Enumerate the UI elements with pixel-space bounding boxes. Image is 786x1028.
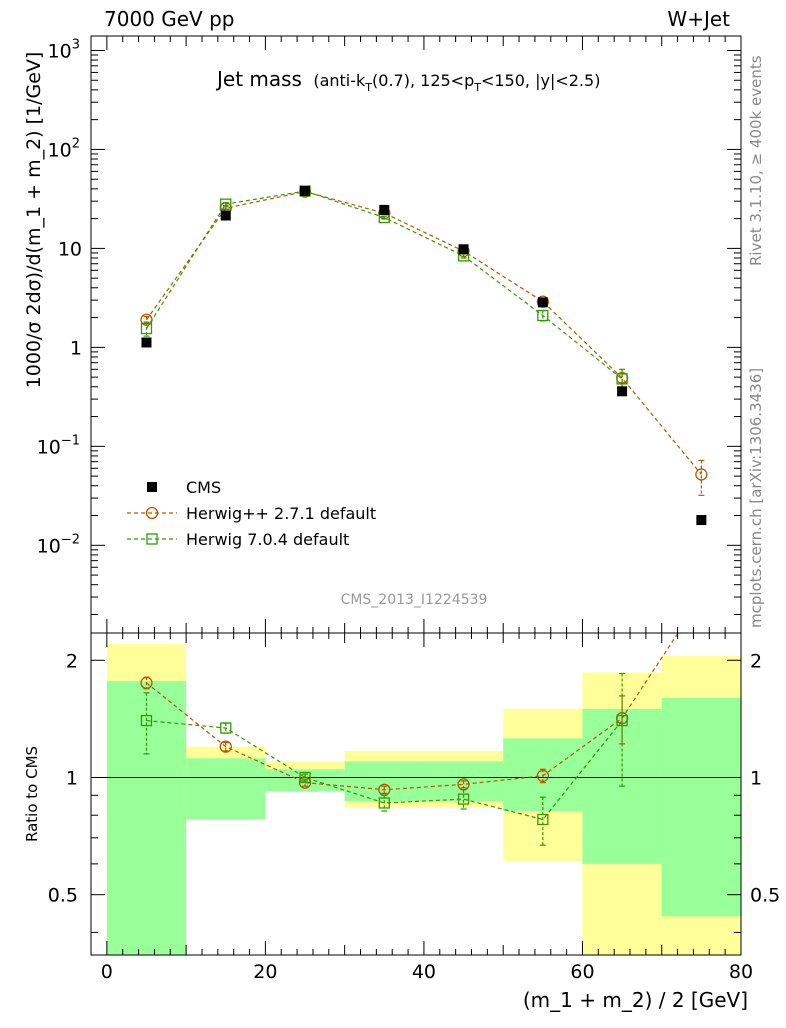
ratio-axes: 0.5 0.51 12 20 20 40 60 80 xyxy=(48,633,780,983)
main-point-2 xyxy=(537,309,549,322)
cms-data-point xyxy=(141,337,152,348)
ratio-point-2 xyxy=(378,797,390,809)
legend-label: Herwig 7.0.4 default xyxy=(186,530,349,549)
main-title: Jet mass (anti-kT(0.7), 125<pT<150, |y|<… xyxy=(215,67,600,94)
ratio-band-green xyxy=(186,758,266,820)
main-point-2 xyxy=(140,322,153,335)
ratio-series-line-1 xyxy=(146,633,679,791)
tick-base: 10 xyxy=(58,238,82,260)
title-cuts-a-sub: T xyxy=(364,81,372,94)
main-y-tick-label: 10−1 xyxy=(37,433,80,458)
legend-label: CMS xyxy=(186,478,221,497)
title-cuts-b: (0.7), 125<p xyxy=(372,71,474,90)
legend-marker xyxy=(145,506,159,520)
ratio-panel: 0.5 0.51 12 20 20 40 60 80 Ratio to CMS (m_1 + … xyxy=(23,592,780,1012)
cms-data-point xyxy=(458,244,469,255)
tick-exponent: −2 xyxy=(61,532,80,547)
main-point-1 xyxy=(140,313,153,326)
ratio-point-1 xyxy=(696,592,707,603)
analysis-id: CMS_2013_I1224539 xyxy=(341,592,488,608)
ratio-point-2 xyxy=(616,714,628,727)
ratio-point-2 xyxy=(457,793,470,805)
legend-marker xyxy=(147,482,157,492)
x-tick-label: 40 xyxy=(412,961,436,983)
x-tick-label: 20 xyxy=(253,961,277,983)
tick-exponent: −1 xyxy=(61,433,80,448)
x-tick-label: 0 xyxy=(101,961,113,983)
ratio-y-tick-label: 2 xyxy=(66,650,78,672)
cms-data-point xyxy=(537,297,548,308)
main-y-tick-label: 10−2 xyxy=(37,532,80,557)
main-y-axis-label: 1000/σ 2dσ)/d(m_1 + m_2) [1/GeV] xyxy=(23,52,45,389)
main-series-line-1 xyxy=(145,190,702,475)
tick-base: 10 xyxy=(48,139,72,161)
x-axis-label: (m_1 + m_2) / 2 [GeV] xyxy=(523,988,748,1012)
ratio-marks xyxy=(91,592,741,955)
mcplots-label: mcplots.cern.ch [arXiv:1306.3436] xyxy=(747,368,765,628)
tick-base: 10 xyxy=(37,436,61,458)
ratio-series-line-2 xyxy=(146,719,623,821)
main-y-tick-label: 102 xyxy=(48,136,80,161)
main-marks xyxy=(140,185,708,526)
cms-data-point xyxy=(617,386,628,397)
ratio-y-tick-label-right: 1 xyxy=(750,767,762,789)
cms-data-point xyxy=(220,210,231,221)
main-point-2 xyxy=(616,373,628,385)
title-cuts-c: <150, |y|<2.5) xyxy=(481,71,600,90)
header-right: W+Jet xyxy=(667,7,730,31)
ratio-point-2 xyxy=(140,714,153,727)
main-y-tick-label: 10 xyxy=(58,238,82,260)
title-main: Jet mass xyxy=(215,67,302,91)
ratio-frame xyxy=(90,632,742,956)
ratio-point-1 xyxy=(219,740,232,753)
tick-base: 10 xyxy=(48,40,72,62)
legend: CMS Herwig++ 2.7.1 default Herwig 7.0.4 de… xyxy=(127,478,376,549)
ratio-band-green xyxy=(661,698,741,917)
tick-exponent: 2 xyxy=(72,136,80,151)
ratio-point-2 xyxy=(537,813,549,826)
rivet-label: Rivet 3.1.10, ≥ 400k events xyxy=(747,55,765,266)
ratio-y-tick-label: 1 xyxy=(66,767,78,789)
ratio-point-2 xyxy=(220,722,232,734)
ratio-band-green xyxy=(344,761,424,802)
x-tick-label: 80 xyxy=(729,961,753,983)
header-left: 7000 GeV pp xyxy=(104,7,235,31)
x-tick-label: 60 xyxy=(570,961,594,983)
title-cuts-b-sub: T xyxy=(473,81,481,94)
main-point-1 xyxy=(695,468,708,481)
cms-data-point xyxy=(696,515,707,526)
ratio-band-green xyxy=(106,680,187,955)
title-cuts-a: (anti-k xyxy=(313,71,366,90)
main-point-2 xyxy=(220,198,232,210)
legend-label: Herwig++ 2.7.1 default xyxy=(186,504,376,523)
ratio-series xyxy=(140,592,707,846)
cms-data-point xyxy=(379,204,390,215)
ratio-point-1 xyxy=(536,769,549,782)
legend-marker xyxy=(146,533,158,545)
ratio-point-1 xyxy=(140,676,153,689)
ratio-point-2 xyxy=(299,771,311,784)
main-y-tick-label: 103 xyxy=(48,37,80,62)
ratio-y-tick-label-right: 2 xyxy=(750,650,762,672)
tick-base: 10 xyxy=(37,535,61,557)
cms-data-point xyxy=(300,186,311,197)
tick-base: 1 xyxy=(70,337,82,359)
tick-exponent: 3 xyxy=(72,37,80,52)
ratio-y-tick-label: 0.5 xyxy=(48,885,78,907)
main-y-tick-label: 1 xyxy=(70,337,82,359)
ratio-y-tick-label-right: 0.5 xyxy=(750,885,780,907)
ratio-y-axis-label: Ratio to CMS xyxy=(23,746,41,842)
